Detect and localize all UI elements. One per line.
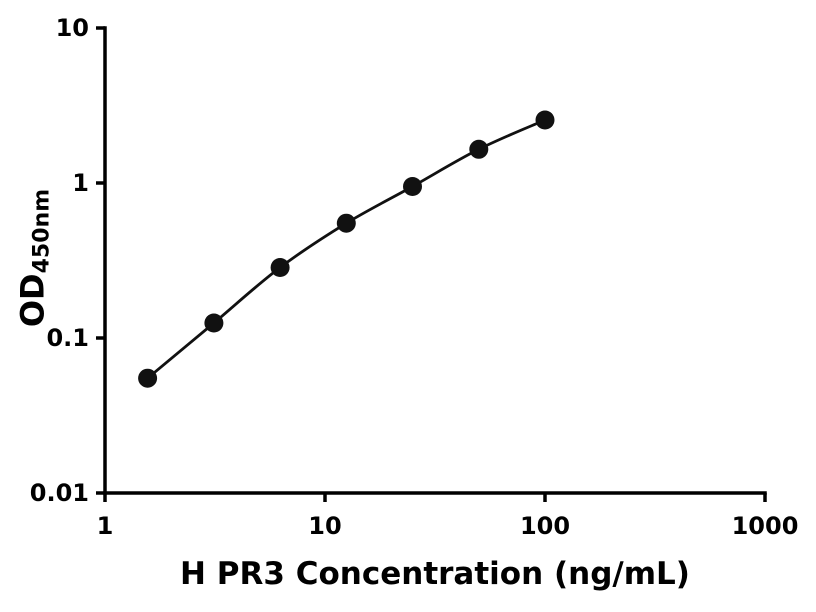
y-tick-label: 1 xyxy=(72,169,89,197)
x-tick-label: 1 xyxy=(97,512,114,540)
fit-curve xyxy=(146,118,546,380)
y-tick-label: 0.01 xyxy=(30,479,89,507)
y-tick-label: 0.1 xyxy=(46,324,89,352)
data-point xyxy=(270,258,290,277)
data-point xyxy=(535,110,555,130)
x-axis-label: H PR3 Concentration (ng/mL) xyxy=(180,556,690,592)
x-tick-label: 10 xyxy=(308,512,341,540)
y-axis-label: OD450nm xyxy=(14,189,55,327)
x-tick-label: 1000 xyxy=(732,512,799,540)
x-tick-label: 100 xyxy=(520,512,570,540)
y-tick-label: 10 xyxy=(56,14,89,42)
y-axis-label-main: OD xyxy=(13,273,52,328)
y-axis-label-subscript: 450nm xyxy=(29,188,55,274)
data-point xyxy=(204,313,224,333)
data-point xyxy=(336,213,356,233)
data-point xyxy=(469,139,489,159)
data-point xyxy=(403,177,422,196)
data-point xyxy=(138,368,158,388)
